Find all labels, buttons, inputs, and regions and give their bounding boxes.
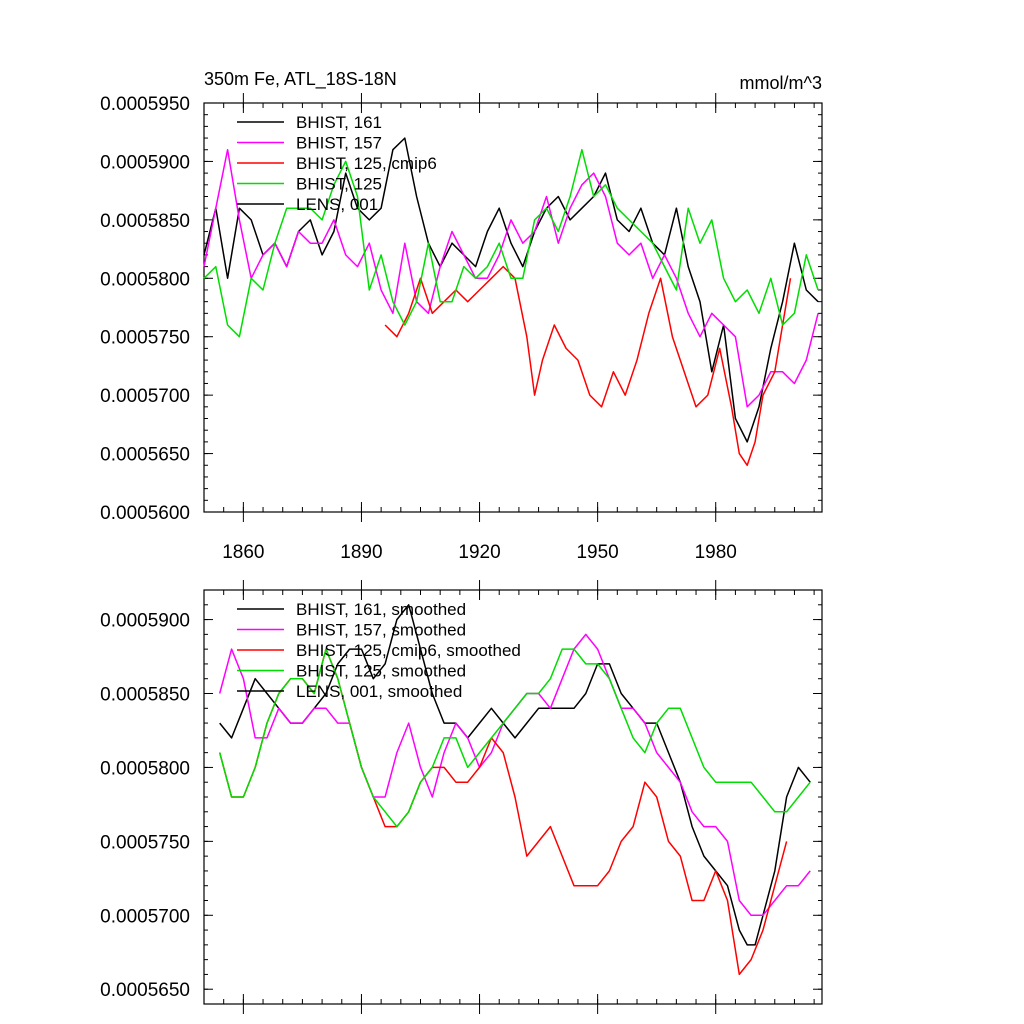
chart-top-series-line-0 <box>203 137 819 443</box>
chart-bottom-legend-label: LENS, 001, smoothed <box>296 682 462 701</box>
chart-top-x-tick-label: 1890 <box>340 542 382 563</box>
chart-bottom-y-tick-label: 0.0005750 <box>100 832 190 853</box>
chart-top-x-tick-label: 1980 <box>695 542 737 563</box>
chart-bottom-y-tick-label: 0.0005650 <box>100 980 190 1001</box>
chart-top-y-tick-label: 0.0005850 <box>100 211 190 232</box>
chart-top-x-tick-label: 1860 <box>222 542 264 563</box>
chart-top-y-tick-label: 0.0005800 <box>100 269 190 290</box>
chart-top-x-tick-label: 1950 <box>576 542 618 563</box>
chart-bottom-y-tick-label: 0.0005700 <box>100 906 190 927</box>
chart-top-x-tick-label: 1920 <box>458 542 500 563</box>
chart-top-y-tick-label: 0.0005600 <box>100 503 190 524</box>
chart-top-legend-label: LENS, 001 <box>296 195 378 214</box>
chart-top-series-line-3 <box>203 148 819 338</box>
chart-top-y-tick-label: 0.0005750 <box>100 328 190 349</box>
chart-bottom-legend-label: BHIST, 161, smoothed <box>296 600 466 619</box>
chart-top-legend-label: BHIST, 161 <box>296 113 382 132</box>
chart-top-y-tick-label: 0.0005650 <box>100 445 190 466</box>
chart-bottom-series-line-0 <box>219 604 811 946</box>
chart-top-legend-label: BHIST, 157 <box>296 134 382 153</box>
chart-top-units-label: mmol/m^3 <box>740 73 822 93</box>
chart-bottom-legend-label: BHIST, 157, smoothed <box>296 621 466 640</box>
chart-top-legend-label: BHIST, 125, cmip6 <box>296 154 437 173</box>
chart-top-y-tick-label: 0.0005700 <box>100 386 190 407</box>
chart-bottom-y-tick-label: 0.0005800 <box>100 758 190 779</box>
chart-top-y-tick-label: 0.0005900 <box>100 152 190 173</box>
chart-top-series-line-1 <box>203 148 819 408</box>
chart-bottom-legend-label: BHIST, 125, cmip6, smoothed <box>296 641 521 660</box>
chart-top-legend-label: BHIST, 125 <box>296 175 382 194</box>
chart-bottom-legend-label: BHIST, 125, smoothed <box>296 662 466 681</box>
chart-top-title: 350m Fe, ATL_18S-18N <box>204 69 397 90</box>
chart-top-plot-frame <box>203 102 823 513</box>
chart-top-y-tick-label: 0.0005950 <box>100 94 190 115</box>
chart-bottom-y-tick-label: 0.0005850 <box>100 685 190 706</box>
chart-top-series-line-2 <box>384 265 792 467</box>
chart-bottom-y-tick-label: 0.0005900 <box>100 611 190 632</box>
chart-bottom-series-line-3 <box>218 648 811 828</box>
